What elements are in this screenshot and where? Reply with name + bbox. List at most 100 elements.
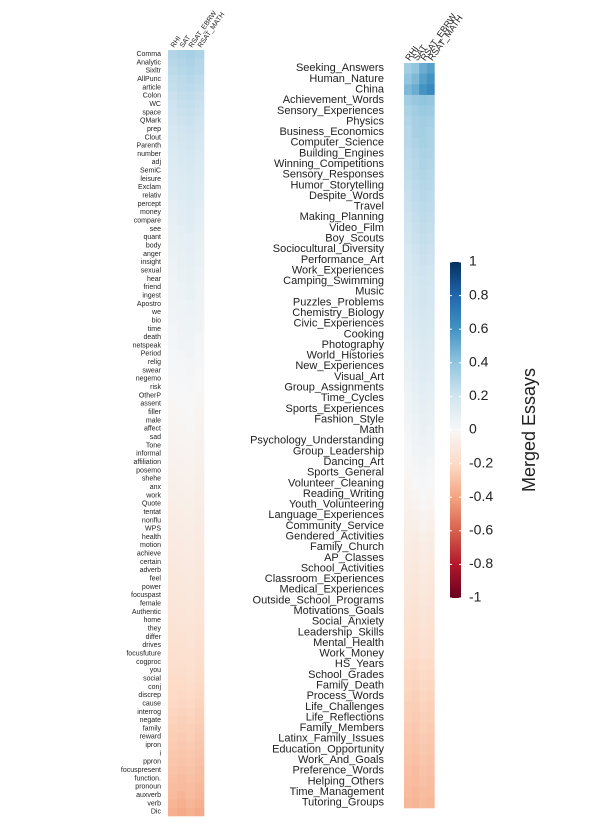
- heatmap-cell: [168, 383, 178, 392]
- row-label: WPS: [145, 526, 161, 533]
- row-label: health: [142, 534, 161, 541]
- heatmap-cell: [168, 782, 178, 792]
- heatmap-cell: [404, 339, 412, 351]
- row-label: Latinx_Family_Issues: [278, 733, 384, 745]
- row-label: Parenth: [136, 143, 161, 150]
- row-label: achieve: [137, 551, 161, 558]
- heatmap-cell: [411, 201, 420, 213]
- row-label: ingest: [142, 292, 161, 299]
- row-label: verb: [147, 800, 161, 807]
- heatmap-cell: [426, 233, 435, 245]
- heatmap-cell: [168, 566, 178, 575]
- heatmap-cell: [195, 399, 205, 409]
- heatmap-cell: [186, 649, 196, 659]
- heatmap-cell: [177, 158, 187, 167]
- heatmap-cell: [186, 507, 196, 517]
- heatmap-cell: [195, 408, 205, 417]
- heatmap-cell: [186, 358, 196, 367]
- heatmap-cell: [177, 308, 187, 317]
- heatmap-cell: [195, 433, 205, 442]
- heatmap-cell: [186, 274, 196, 284]
- row-label: work: [145, 492, 161, 499]
- row-label: we: [151, 309, 161, 316]
- row-label: insight: [141, 259, 161, 266]
- heatmap-cell: [168, 266, 178, 276]
- heatmap-cell: [404, 669, 412, 681]
- heatmap-cell: [426, 637, 435, 649]
- heatmap-cell: [426, 669, 435, 681]
- heatmap-cell: [419, 776, 428, 788]
- row-label: Sports_Experiences: [286, 403, 385, 415]
- heatmap-cell: [195, 516, 205, 525]
- heatmap-cell: [168, 66, 178, 76]
- row-label: home: [143, 617, 161, 624]
- row-label: Dic: [151, 809, 162, 816]
- row-label: Physics: [346, 115, 384, 127]
- heatmap-cell: [177, 441, 187, 450]
- heatmap-cell: [177, 791, 187, 800]
- heatmap-cell: [177, 549, 187, 559]
- heatmap-cell: [419, 94, 428, 106]
- heatmap-cell: [411, 541, 420, 553]
- heatmap-cell: [177, 349, 187, 359]
- heatmap-cell: [404, 222, 412, 234]
- row-label: Language_Experiences: [268, 509, 384, 521]
- heatmap-cell: [177, 782, 187, 792]
- heatmap-cell: [195, 582, 205, 592]
- heatmap-cell: [419, 573, 428, 585]
- heatmap-cell: [177, 557, 187, 567]
- heatmap-cell: [168, 399, 178, 409]
- heatmap-cell: [419, 722, 428, 734]
- heatmap-cell: [411, 126, 420, 138]
- colorbar: [450, 262, 461, 598]
- heatmap-cell: [404, 776, 412, 788]
- heatmap-cell: [186, 291, 196, 301]
- heatmap-cell: [186, 516, 196, 525]
- heatmap-cell: [419, 797, 428, 809]
- heatmap-cell: [177, 50, 187, 59]
- heatmap-cell: [195, 416, 205, 425]
- heatmap-cell: [404, 499, 412, 511]
- heatmap-cell: [186, 158, 196, 167]
- row-label: differ: [146, 634, 162, 641]
- heatmap-cell: [411, 318, 420, 330]
- heatmap-cell: [177, 316, 187, 326]
- row-label: Education_Opportunity: [272, 743, 384, 755]
- heatmap-cell: [419, 648, 428, 660]
- heatmap-cell: [195, 124, 205, 134]
- heatmap-cell: [186, 732, 196, 742]
- heatmap-cell: [419, 233, 428, 245]
- heatmap-cell: [195, 457, 205, 467]
- heatmap-cell: [168, 507, 178, 517]
- row-label: World_Histories: [307, 350, 385, 362]
- heatmap-cell: [177, 524, 187, 534]
- heatmap-cell: [186, 716, 196, 725]
- heatmap-cell: [177, 149, 187, 159]
- heatmap-cell: [411, 563, 420, 575]
- heatmap-cell: [177, 716, 187, 725]
- heatmap-cell: [186, 299, 196, 309]
- heatmap-cell: [411, 307, 420, 319]
- heatmap-cell: [186, 224, 196, 234]
- heatmap-cell: [195, 674, 205, 684]
- colorbar-tick-label: 0: [469, 421, 477, 437]
- heatmap-cell: [177, 399, 187, 409]
- heatmap-cell: [186, 691, 196, 700]
- heatmap-cell: [177, 366, 187, 376]
- heatmap-cell: [411, 329, 420, 341]
- row-label: they: [148, 626, 162, 633]
- heatmap-cell: [195, 341, 205, 351]
- heatmap-cell: [168, 249, 178, 259]
- heatmap-cell: [168, 91, 178, 101]
- heatmap-cell: [195, 491, 205, 500]
- row-label: Humor_Storytelling: [290, 179, 384, 191]
- heatmap-cell: [186, 116, 196, 126]
- heatmap-cell: [404, 424, 412, 436]
- row-label: Family_Death: [316, 680, 384, 692]
- heatmap-cell: [186, 233, 196, 242]
- heatmap-cell: [411, 648, 420, 660]
- heatmap-cell: [177, 174, 187, 184]
- row-label: focusfuture: [126, 650, 161, 657]
- heatmap-cell: [177, 616, 187, 625]
- row-label: Visual_Art: [334, 371, 384, 383]
